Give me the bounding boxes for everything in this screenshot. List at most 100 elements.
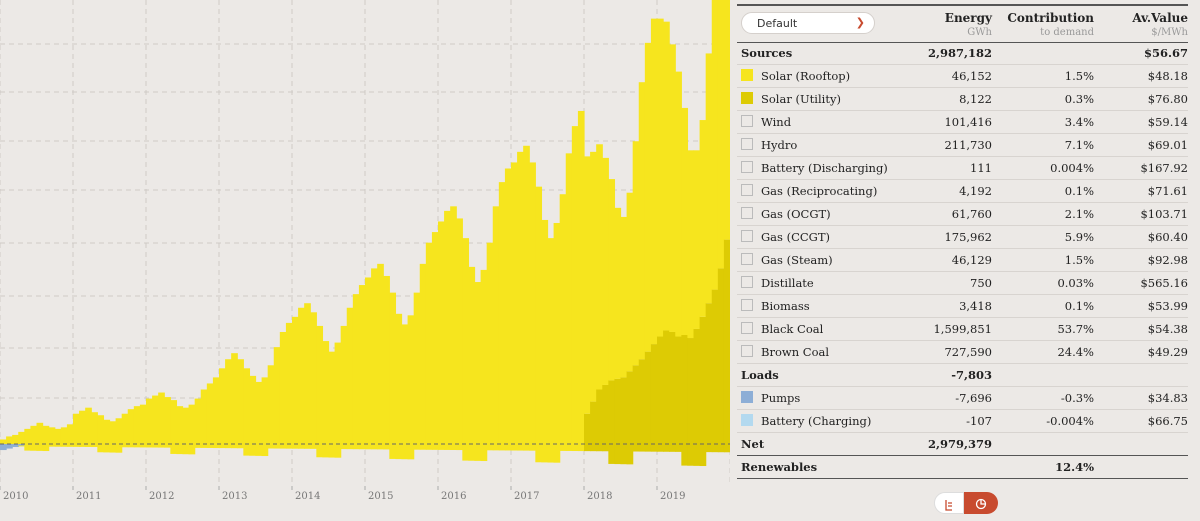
x-axis-tick-label: 2012 bbox=[149, 491, 174, 502]
area-solar-rooftop-bar bbox=[675, 71, 682, 337]
series-toggle-checkbox[interactable] bbox=[741, 253, 753, 265]
value-unit: $/MWh bbox=[1151, 27, 1188, 38]
area-negative-bar bbox=[206, 444, 214, 448]
row-value: $54.38 bbox=[1147, 322, 1188, 336]
series-toggle-checkbox[interactable] bbox=[741, 299, 753, 311]
area-solar-rooftop-bar bbox=[590, 151, 597, 402]
area-negative-bar bbox=[267, 444, 275, 449]
table-row[interactable]: Biomass 3,418 0.1% $53.99 bbox=[737, 295, 1188, 318]
series-toggle-checkbox[interactable] bbox=[741, 414, 753, 426]
area-solar-rooftop-bar bbox=[553, 222, 561, 444]
table-row[interactable]: Pumps -7,696 -0.3% $34.83 bbox=[737, 387, 1188, 410]
series-toggle-checkbox[interactable] bbox=[741, 161, 753, 173]
area-negative-bar bbox=[219, 444, 226, 449]
table-row[interactable]: Gas (Steam) 46,129 1.5% $92.98 bbox=[737, 249, 1188, 272]
area-solar-rooftop-bar bbox=[602, 157, 609, 385]
table-row[interactable]: Gas (OCGT) 61,760 2.1% $103.71 bbox=[737, 203, 1188, 226]
series-toggle-checkbox[interactable] bbox=[741, 345, 753, 357]
view-dropdown[interactable]: Default ❯ bbox=[741, 12, 875, 34]
series-toggle-checkbox[interactable] bbox=[741, 207, 753, 219]
area-negative-bar bbox=[139, 444, 147, 448]
row-contribution: 0.3% bbox=[1064, 92, 1094, 106]
energy-chart[interactable]: 2010 2011 2012 2013 2014 2015 2016 2017 2018 2019 bbox=[0, 0, 730, 521]
area-negative-bar bbox=[559, 444, 567, 451]
area-solar-rooftop-bar bbox=[711, 0, 719, 290]
area-negative-bar bbox=[431, 444, 439, 450]
series-toggle-checkbox[interactable] bbox=[741, 92, 753, 104]
area-solar-rooftop-bar bbox=[444, 210, 451, 444]
series-toggle-checkbox[interactable] bbox=[741, 276, 753, 288]
list-icon bbox=[944, 497, 954, 511]
table-row[interactable]: Wind 101,416 3.4% $59.14 bbox=[737, 111, 1188, 134]
area-negative-bar bbox=[462, 444, 470, 461]
area-solar-rooftop-bar bbox=[6, 436, 13, 444]
area-negative-bar bbox=[340, 444, 348, 450]
row-energy: 8,122 bbox=[959, 92, 992, 106]
area-negative-bar bbox=[30, 444, 38, 451]
pie-view-button[interactable] bbox=[964, 492, 998, 514]
view-toggle[interactable] bbox=[934, 492, 998, 514]
row-label: Gas (Steam) bbox=[761, 253, 833, 267]
area-negative-bar bbox=[504, 444, 512, 451]
table-row[interactable]: Distillate 750 0.03% $565.16 bbox=[737, 272, 1188, 295]
area-solar-rooftop-bar bbox=[657, 18, 664, 337]
series-toggle-checkbox[interactable] bbox=[741, 138, 753, 150]
area-solar-rooftop-bar bbox=[322, 341, 330, 444]
area-solar-rooftop-bar bbox=[48, 427, 56, 444]
contribution-header: Contribution bbox=[1007, 11, 1094, 25]
area-negative-bar bbox=[170, 444, 178, 454]
row-contribution: 0.1% bbox=[1064, 299, 1094, 313]
series-toggle-checkbox[interactable] bbox=[741, 391, 753, 403]
row-value: $76.80 bbox=[1147, 92, 1188, 106]
area-solar-utility-bar bbox=[669, 331, 676, 444]
series-toggle-checkbox[interactable] bbox=[741, 322, 753, 334]
series-toggle-checkbox[interactable] bbox=[741, 115, 753, 127]
table-row[interactable]: Battery (Charging) -107 -0.004% $66.75 bbox=[737, 410, 1188, 433]
row-value: $565.16 bbox=[1140, 276, 1188, 290]
area-solar-rooftop-bar bbox=[133, 406, 141, 444]
row-label: Wind bbox=[761, 115, 792, 129]
stacked-area-chart[interactable]: 2010 2011 2012 2013 2014 2015 2016 2017 2018 2019 bbox=[0, 0, 730, 521]
area-solar-utility-bar bbox=[626, 371, 634, 444]
area-solar-utility-bar bbox=[711, 289, 719, 444]
series-toggle-checkbox[interactable] bbox=[741, 69, 753, 81]
area-solar-rooftop-bar bbox=[292, 316, 299, 444]
renewables-row: Renewables 12.4% bbox=[737, 456, 1188, 479]
series-toggle-checkbox[interactable] bbox=[741, 184, 753, 196]
area-solar-rooftop-bar bbox=[371, 268, 378, 444]
area-solar-utility-bar bbox=[584, 413, 591, 444]
area-negative-bar bbox=[127, 444, 135, 448]
area-negative-bar bbox=[669, 444, 676, 452]
table-row[interactable]: Brown Coal 727,590 24.4% $49.29 bbox=[737, 341, 1188, 364]
area-negative-bar bbox=[115, 444, 123, 453]
row-contribution: 0.1% bbox=[1064, 184, 1094, 198]
area-solar-rooftop-bar bbox=[109, 421, 117, 444]
x-axis-tick-label: 2011 bbox=[76, 491, 101, 502]
row-value: $103.71 bbox=[1140, 207, 1188, 221]
list-view-button[interactable] bbox=[934, 492, 964, 514]
area-solar-rooftop-bar bbox=[146, 398, 153, 444]
table-row[interactable]: Battery (Discharging) 111 0.004% $167.92 bbox=[737, 157, 1188, 180]
area-solar-rooftop-bar bbox=[632, 141, 640, 366]
area-solar-rooftop-bar bbox=[717, 0, 725, 269]
table-row[interactable]: Gas (Reciprocating) 4,192 0.1% $71.61 bbox=[737, 180, 1188, 203]
summary-table: Default ❯ Energy GWh Contribution to dem… bbox=[737, 0, 1200, 521]
area-solar-rooftop-bar bbox=[511, 162, 518, 444]
area-negative-bar bbox=[255, 444, 263, 456]
area-solar-rooftop-bar bbox=[261, 377, 269, 444]
area-negative-bar bbox=[711, 444, 719, 453]
series-toggle-checkbox[interactable] bbox=[741, 230, 753, 242]
table-row[interactable]: Gas (CCGT) 175,962 5.9% $60.40 bbox=[737, 226, 1188, 249]
area-negative-bar bbox=[644, 444, 652, 452]
area-negative-bar bbox=[91, 444, 98, 448]
row-energy: 4,192 bbox=[959, 184, 992, 198]
area-negative-bar bbox=[231, 444, 238, 449]
area-negative-bar bbox=[73, 444, 80, 447]
table-row[interactable]: Solar (Rooftop) 46,152 1.5% $48.18 bbox=[737, 65, 1188, 88]
table-row[interactable]: Hydro 211,730 7.1% $69.01 bbox=[737, 134, 1188, 157]
area-negative-bar bbox=[468, 444, 476, 461]
table-row[interactable]: Solar (Utility) 8,122 0.3% $76.80 bbox=[737, 88, 1188, 111]
area-solar-rooftop-bar bbox=[650, 18, 658, 345]
area-negative-bar bbox=[310, 444, 317, 449]
table-row[interactable]: Black Coal 1,599,851 53.7% $54.38 bbox=[737, 318, 1188, 341]
